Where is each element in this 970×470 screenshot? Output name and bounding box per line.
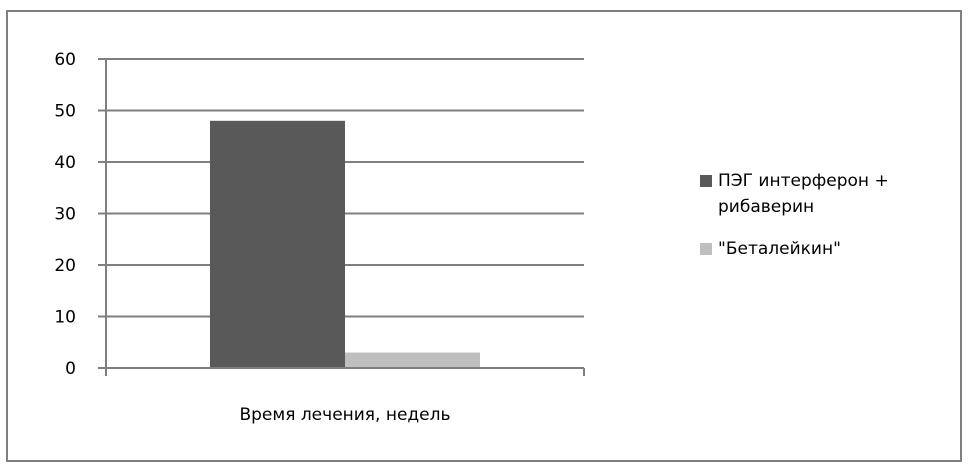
y-tick-label: 60 <box>54 50 76 70</box>
legend: ПЭГ интерферон + рибаверин "Беталейкин" <box>700 170 950 280</box>
legend-item-betaleukin: "Беталейкин" <box>700 238 950 262</box>
y-tick-label: 30 <box>54 205 76 225</box>
legend-label-peg-interferon: ПЭГ интерферон + рибаверин <box>718 171 889 217</box>
y-tick-label: 50 <box>54 102 76 122</box>
chart-frame <box>6 10 962 462</box>
legend-swatch-peg-interferon <box>700 175 712 187</box>
tick-labels: 0 10 20 30 40 50 60 Время лечения, недель <box>54 50 450 425</box>
gridlines <box>106 58 584 318</box>
bar-peg-interferon <box>210 120 345 368</box>
y-tick-label: 10 <box>54 308 76 328</box>
y-tick-label: 20 <box>54 256 76 276</box>
y-tick-label: 40 <box>54 153 76 173</box>
bar-betaleukin <box>345 352 480 368</box>
legend-label-betaleukin: "Беталейкин" <box>718 239 841 259</box>
legend-item-peg-interferon: ПЭГ интерферон + рибаверин <box>700 170 950 220</box>
bars <box>210 120 480 368</box>
legend-swatch-betaleukin <box>700 243 712 255</box>
axes <box>98 58 585 376</box>
y-tick-label: 0 <box>65 359 76 379</box>
x-category-label: Время лечения, недель <box>239 405 450 425</box>
